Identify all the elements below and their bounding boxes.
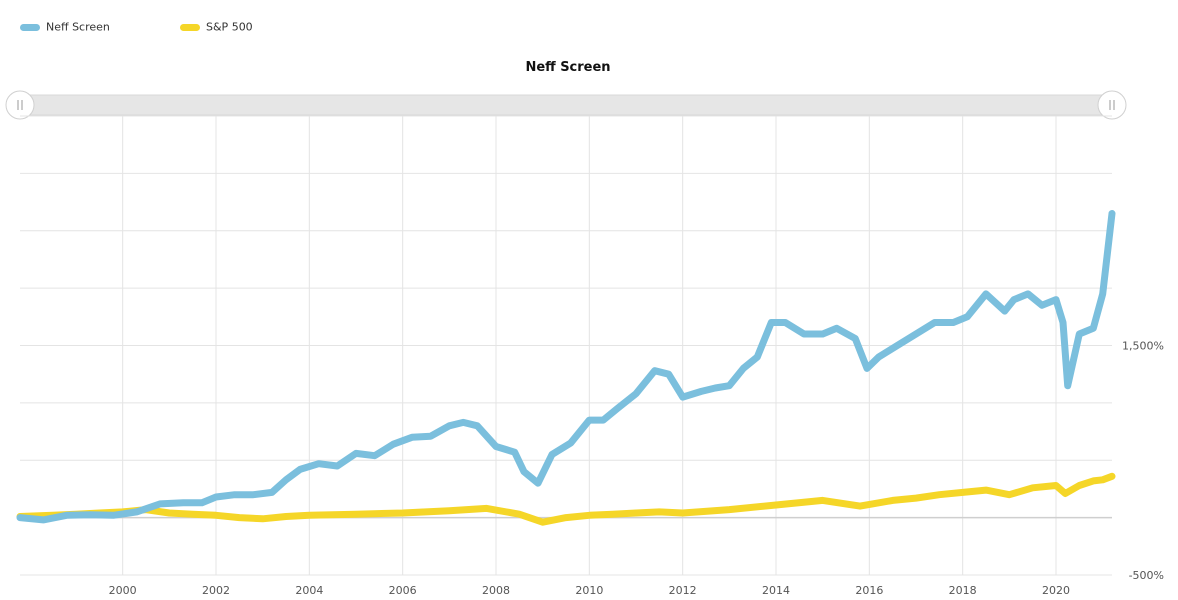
x-tick-label-2012: 2012 <box>669 584 697 597</box>
legend-swatch-neff-screen <box>20 23 40 31</box>
y-tick-label: -500% <box>1129 569 1164 582</box>
x-axis-tick-labels: 2000 2002 2004 2006 2008 2010 2012 2014 2016 2018… <box>109 584 1070 597</box>
chart-title: Neff Screen <box>525 60 611 75</box>
legend-swatch-sp500 <box>180 23 200 31</box>
x-tick-label-2000: 2000 <box>109 584 137 597</box>
x-tick-label-2010: 2010 <box>575 584 603 597</box>
legend-label-neff-screen: Neff Screen <box>46 20 110 34</box>
range-handle-left[interactable] <box>5 90 35 120</box>
x-tick-label-2020: 2020 <box>1042 584 1070 597</box>
series-layer <box>16 210 1116 526</box>
x-tick-label-2008: 2008 <box>482 584 510 597</box>
x-tick-label-2014: 2014 <box>762 584 790 597</box>
x-tick-label-2002: 2002 <box>202 584 230 597</box>
legend-item-neff-screen[interactable]: Neff Screen <box>20 20 110 34</box>
y-tick-label: 1,500% <box>1122 340 1164 353</box>
range-handle-right[interactable] <box>1097 90 1127 120</box>
series-line-sp500 <box>16 472 1116 526</box>
legend-item-sp500[interactable]: S&P 500 <box>180 20 253 34</box>
x-tick-label-2004: 2004 <box>295 584 323 597</box>
x-tick-label-2018: 2018 <box>949 584 977 597</box>
x-tick-label-2006: 2006 <box>389 584 417 597</box>
legend-label-sp500: S&P 500 <box>206 20 253 34</box>
series-line-neff-screen <box>16 210 1116 524</box>
y-axis-tick-labels: 1,500% -500% <box>1122 340 1164 583</box>
range-navigator-track[interactable] <box>19 94 1113 116</box>
x-tick-label-2016: 2016 <box>855 584 883 597</box>
